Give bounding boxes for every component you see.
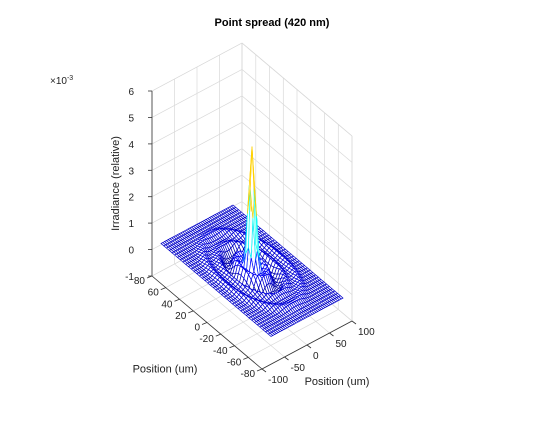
z-exponent-label: ×10-3 (50, 75, 73, 87)
y-tick-mark (175, 299, 180, 301)
x-tick-mark (352, 321, 356, 324)
chart-title: Point spread (420 nm) (215, 17, 330, 29)
y-tick-label: 80 (134, 276, 146, 287)
z-axis-label: Irradiance (relative) (110, 136, 122, 231)
y-tick-mark (216, 334, 221, 336)
y-axis-label: Position (um) (133, 364, 198, 376)
x-tick-mark (285, 357, 289, 360)
z-tick-label: 3 (128, 166, 134, 177)
y-tick-mark (257, 369, 262, 371)
y-tick-label: -80 (241, 369, 256, 380)
x-tick-label: -100 (268, 375, 288, 386)
y-tick-label: 20 (175, 311, 187, 322)
y-tick-label: 40 (161, 299, 173, 310)
y-tick-mark (202, 323, 207, 325)
y-tick-mark (188, 311, 193, 313)
surface-mesh (161, 147, 343, 337)
z-tick-label: 2 (128, 193, 134, 204)
x-tick-label: 100 (358, 327, 375, 338)
z-tick-label: 6 (128, 87, 134, 98)
x-tick-mark (307, 345, 311, 348)
y-tick-mark (161, 288, 166, 290)
z-tick-label: 4 (128, 140, 134, 151)
x-tick-mark (330, 333, 334, 336)
x-tick-label: 0 (313, 351, 319, 362)
z-tick-label: -1 (125, 272, 134, 283)
x-axis-label: Position (um) (305, 376, 370, 388)
z-tick-label: 1 (128, 219, 134, 230)
y-tick-mark (243, 357, 248, 359)
y-tick-label: -20 (199, 334, 214, 345)
y-tick-mark (230, 346, 235, 348)
y-tick-label: -60 (227, 357, 242, 368)
y-tick-label: 0 (194, 323, 200, 334)
z-tick-label: 5 (128, 113, 134, 124)
x-tick-label: -50 (291, 363, 306, 374)
y-tick-label: -40 (213, 346, 228, 357)
x-tick-label: 50 (336, 339, 348, 350)
x-tick-mark (262, 369, 266, 372)
y-tick-label: 60 (148, 288, 160, 299)
z-tick-label: 0 (128, 246, 134, 257)
